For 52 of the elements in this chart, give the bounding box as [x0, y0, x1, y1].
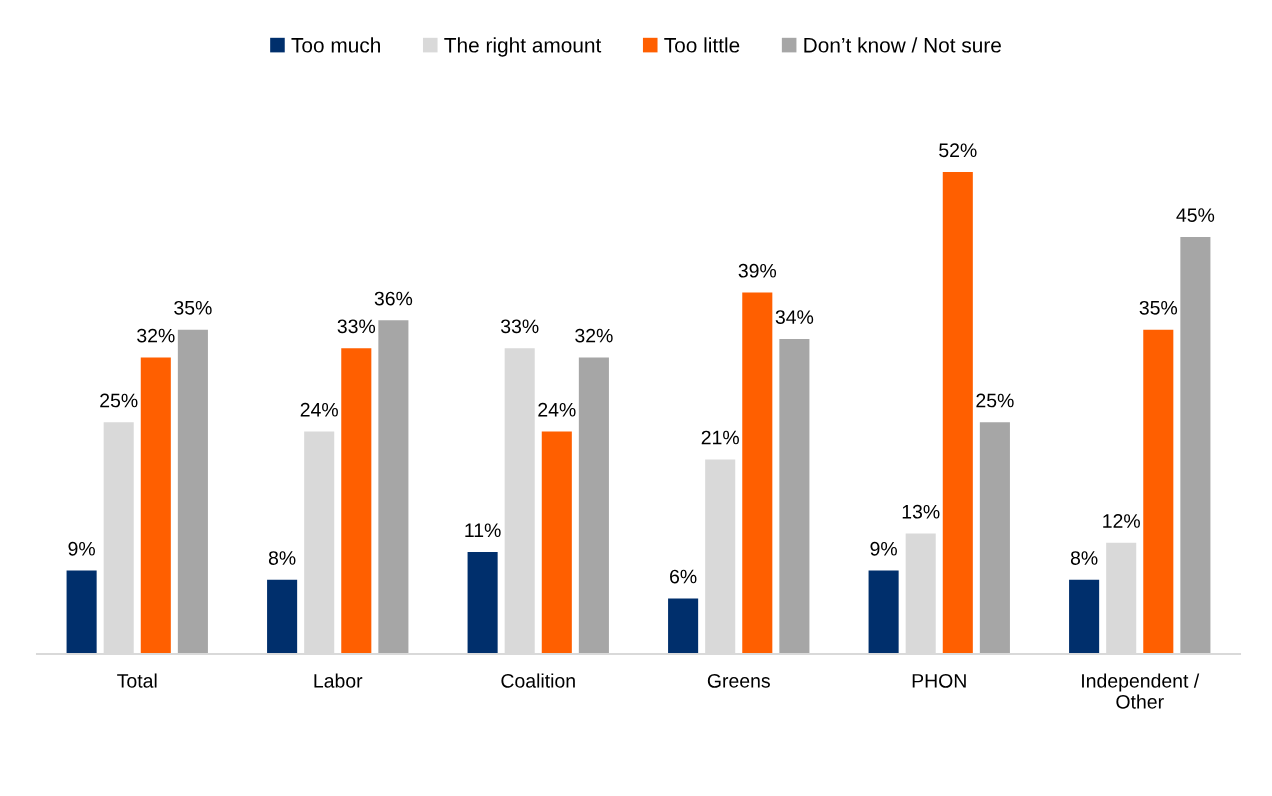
- data-label: 35%: [174, 300, 212, 315]
- bar: [979, 422, 1010, 654]
- bar: [177, 329, 208, 654]
- data-label: 36%: [374, 291, 413, 306]
- data-label: 32%: [137, 328, 175, 343]
- data-label: 24%: [300, 402, 338, 417]
- data-label: 9%: [870, 541, 897, 556]
- data-label: 6%: [670, 569, 697, 584]
- bar: [1143, 329, 1174, 654]
- bar: [140, 357, 171, 654]
- x-tick-label: Coalition: [501, 673, 575, 688]
- bar: [578, 357, 609, 654]
- data-label: 8%: [1070, 551, 1098, 565]
- legend-label: The right amount: [444, 37, 602, 57]
- bar: [1069, 579, 1100, 654]
- data-label: 39%: [738, 263, 777, 278]
- data-label: 45%: [1176, 208, 1215, 223]
- bar: [668, 598, 699, 654]
- data-label: 25%: [976, 393, 1014, 408]
- x-tick-label: Total: [117, 673, 157, 688]
- data-label: 13%: [902, 504, 940, 519]
- bar: [541, 431, 572, 654]
- data-label: 21%: [701, 430, 739, 445]
- bar: [942, 172, 973, 654]
- bar: [779, 338, 810, 654]
- data-label: 11%: [465, 523, 501, 538]
- data-label: 35%: [1139, 300, 1178, 315]
- bar: [341, 348, 372, 654]
- data-label: 24%: [538, 402, 576, 417]
- bar: [742, 292, 773, 654]
- data-label: 34%: [775, 310, 814, 324]
- bar: [467, 552, 498, 654]
- data-label: 33%: [337, 319, 376, 334]
- x-tick-label: Independent / Other: [1082, 673, 1200, 709]
- data-label: 52%: [939, 143, 977, 158]
- bar: [868, 570, 899, 654]
- legend-label: Too much: [291, 37, 380, 53]
- bar: [267, 579, 298, 654]
- data-label: 12%: [1103, 514, 1140, 528]
- x-tick-label: Labor: [314, 673, 363, 688]
- bar: [1180, 236, 1211, 654]
- bar: [66, 570, 97, 654]
- x-tick-label: PHON: [912, 673, 966, 688]
- x-tick-label: Greens: [707, 673, 770, 688]
- legend-label: Too little: [664, 37, 740, 53]
- data-label: 32%: [575, 328, 613, 343]
- data-label: 8%: [268, 551, 296, 565]
- bar: [378, 320, 409, 654]
- data-label: 25%: [100, 393, 138, 408]
- data-label: 9%: [68, 541, 95, 556]
- data-label: 33%: [500, 319, 539, 334]
- legend-label: Don’t know / Not sure: [804, 37, 1001, 53]
